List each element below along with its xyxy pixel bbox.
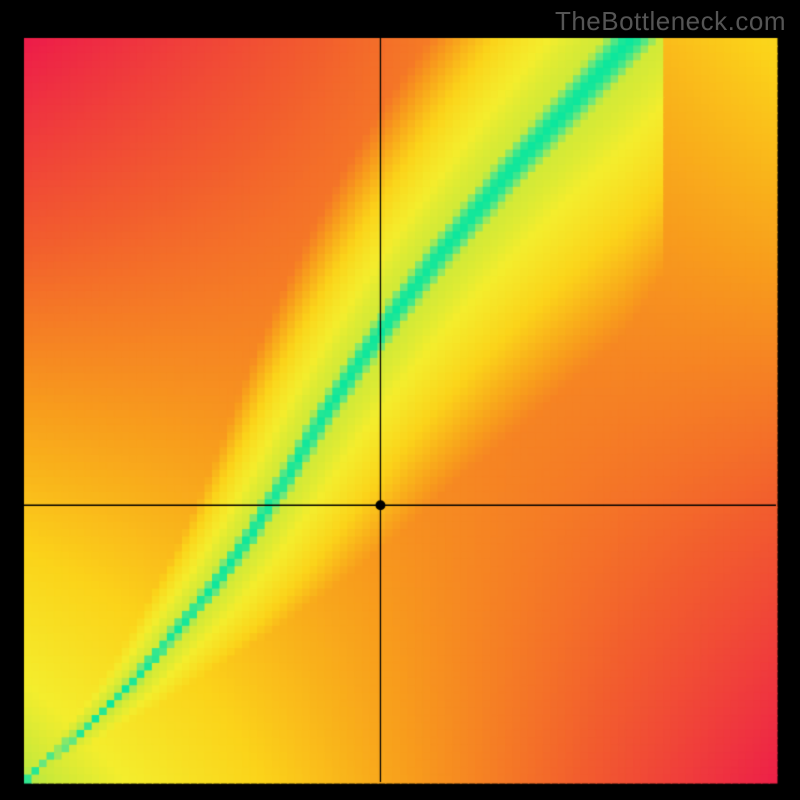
chart-container: TheBottleneck.com [0,0,800,800]
watermark-label: TheBottleneck.com [555,6,786,37]
heatmap-canvas [0,0,800,800]
